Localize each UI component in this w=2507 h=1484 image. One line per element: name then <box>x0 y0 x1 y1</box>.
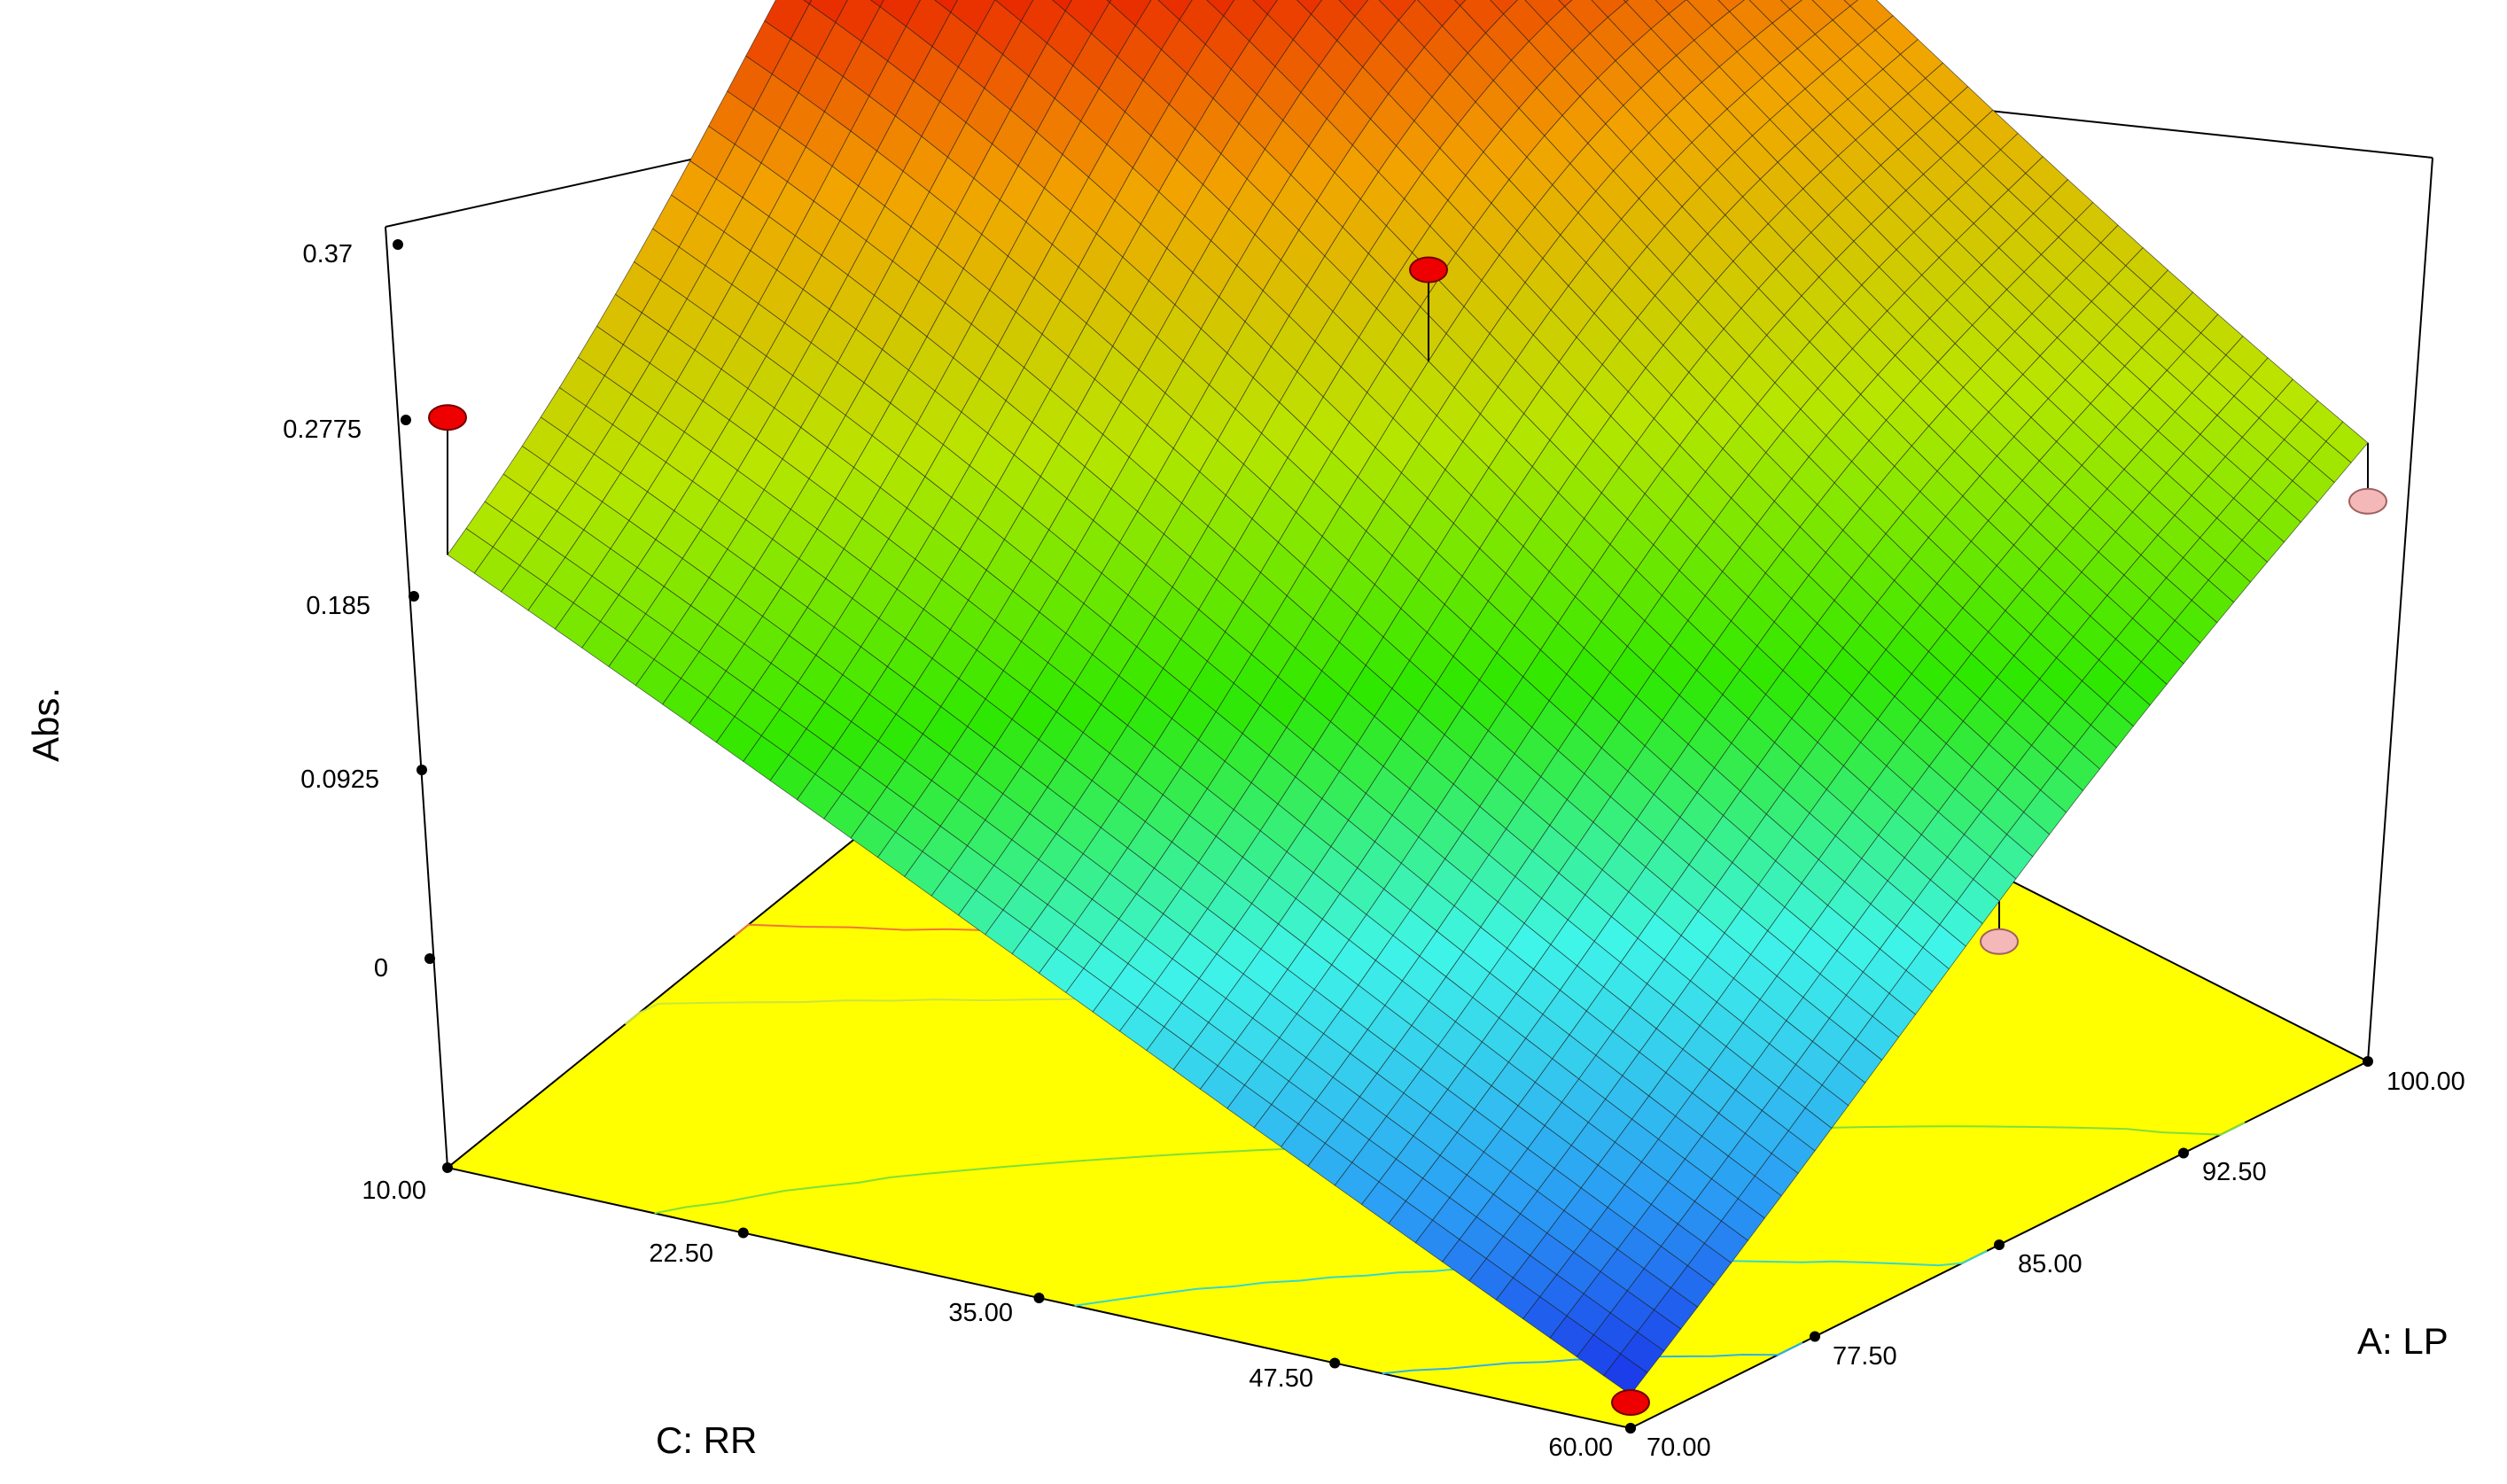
stems-above-surface <box>428 256 1650 1416</box>
box-edge <box>2367 157 2433 1062</box>
a-tick-label: 100.00 <box>2386 1068 2465 1096</box>
a-axis-tick-labels: 70.00 77.50 85.00 92.50 100.00 <box>1647 1068 2465 1462</box>
c-tick-label: 22.50 <box>649 1239 713 1268</box>
z-axis-title: Abs. <box>25 688 66 762</box>
design-point <box>2348 487 2387 515</box>
a-tick-label: 70.00 <box>1647 1433 1711 1462</box>
z-tick-dot <box>409 591 419 602</box>
c-tick-dot <box>1329 1357 1341 1369</box>
c-tick-label: 35.00 <box>948 1299 1013 1327</box>
c-tick-dot <box>737 1227 749 1239</box>
c-tick-dot <box>1033 1293 1045 1303</box>
c-tick-label: 60.00 <box>1548 1433 1613 1462</box>
z-axis-tick-labels: 0 0.0925 0.185 0.2775 0.37 <box>283 240 388 983</box>
response-surface <box>447 0 2369 1395</box>
z-tick-label: 0.2775 <box>283 416 362 444</box>
c-axis-title: C: RR <box>656 1419 757 1461</box>
axis-ticks <box>393 239 2373 1433</box>
surface-cell <box>1453 0 1467 7</box>
a-tick-dot <box>1625 1423 1636 1433</box>
c-tick-label: 10.00 <box>362 1177 426 1205</box>
z-tick-label: 0 <box>374 954 388 983</box>
surface-cell <box>1603 1353 1648 1395</box>
design-point <box>428 404 467 431</box>
z-tick-label: 0.185 <box>306 592 370 620</box>
design-point <box>1409 256 1448 284</box>
z-tick-dot <box>417 765 427 775</box>
z-tick-dot <box>424 953 435 964</box>
surface-cell <box>1558 0 1573 7</box>
a-tick-label: 92.50 <box>2202 1158 2267 1186</box>
z-tick-label: 0.37 <box>303 240 353 268</box>
z-tick-dot <box>393 239 403 250</box>
a-tick-dot <box>1994 1239 2005 1250</box>
a-axis-title: A: LP <box>2357 1320 2449 1362</box>
a-tick-dot <box>2178 1147 2189 1159</box>
a-tick-label: 85.00 <box>2018 1250 2083 1278</box>
a-tick-label: 77.50 <box>1833 1342 1897 1371</box>
a-tick-dot <box>2363 1056 2373 1067</box>
design-point <box>1611 1389 1650 1416</box>
a-tick-dot <box>1810 1331 1820 1342</box>
surface-cell <box>1843 0 1859 7</box>
c-axis-tick-labels: 10.00 22.50 35.00 47.50 60.00 <box>362 1177 1613 1462</box>
z-tick-dot <box>401 415 411 425</box>
c-tick-dot <box>442 1162 453 1173</box>
z-tick-label: 0.0925 <box>300 765 379 794</box>
box-edge <box>385 226 448 1169</box>
c-tick-label: 47.50 <box>1249 1364 1313 1393</box>
design-point <box>1980 928 2019 955</box>
